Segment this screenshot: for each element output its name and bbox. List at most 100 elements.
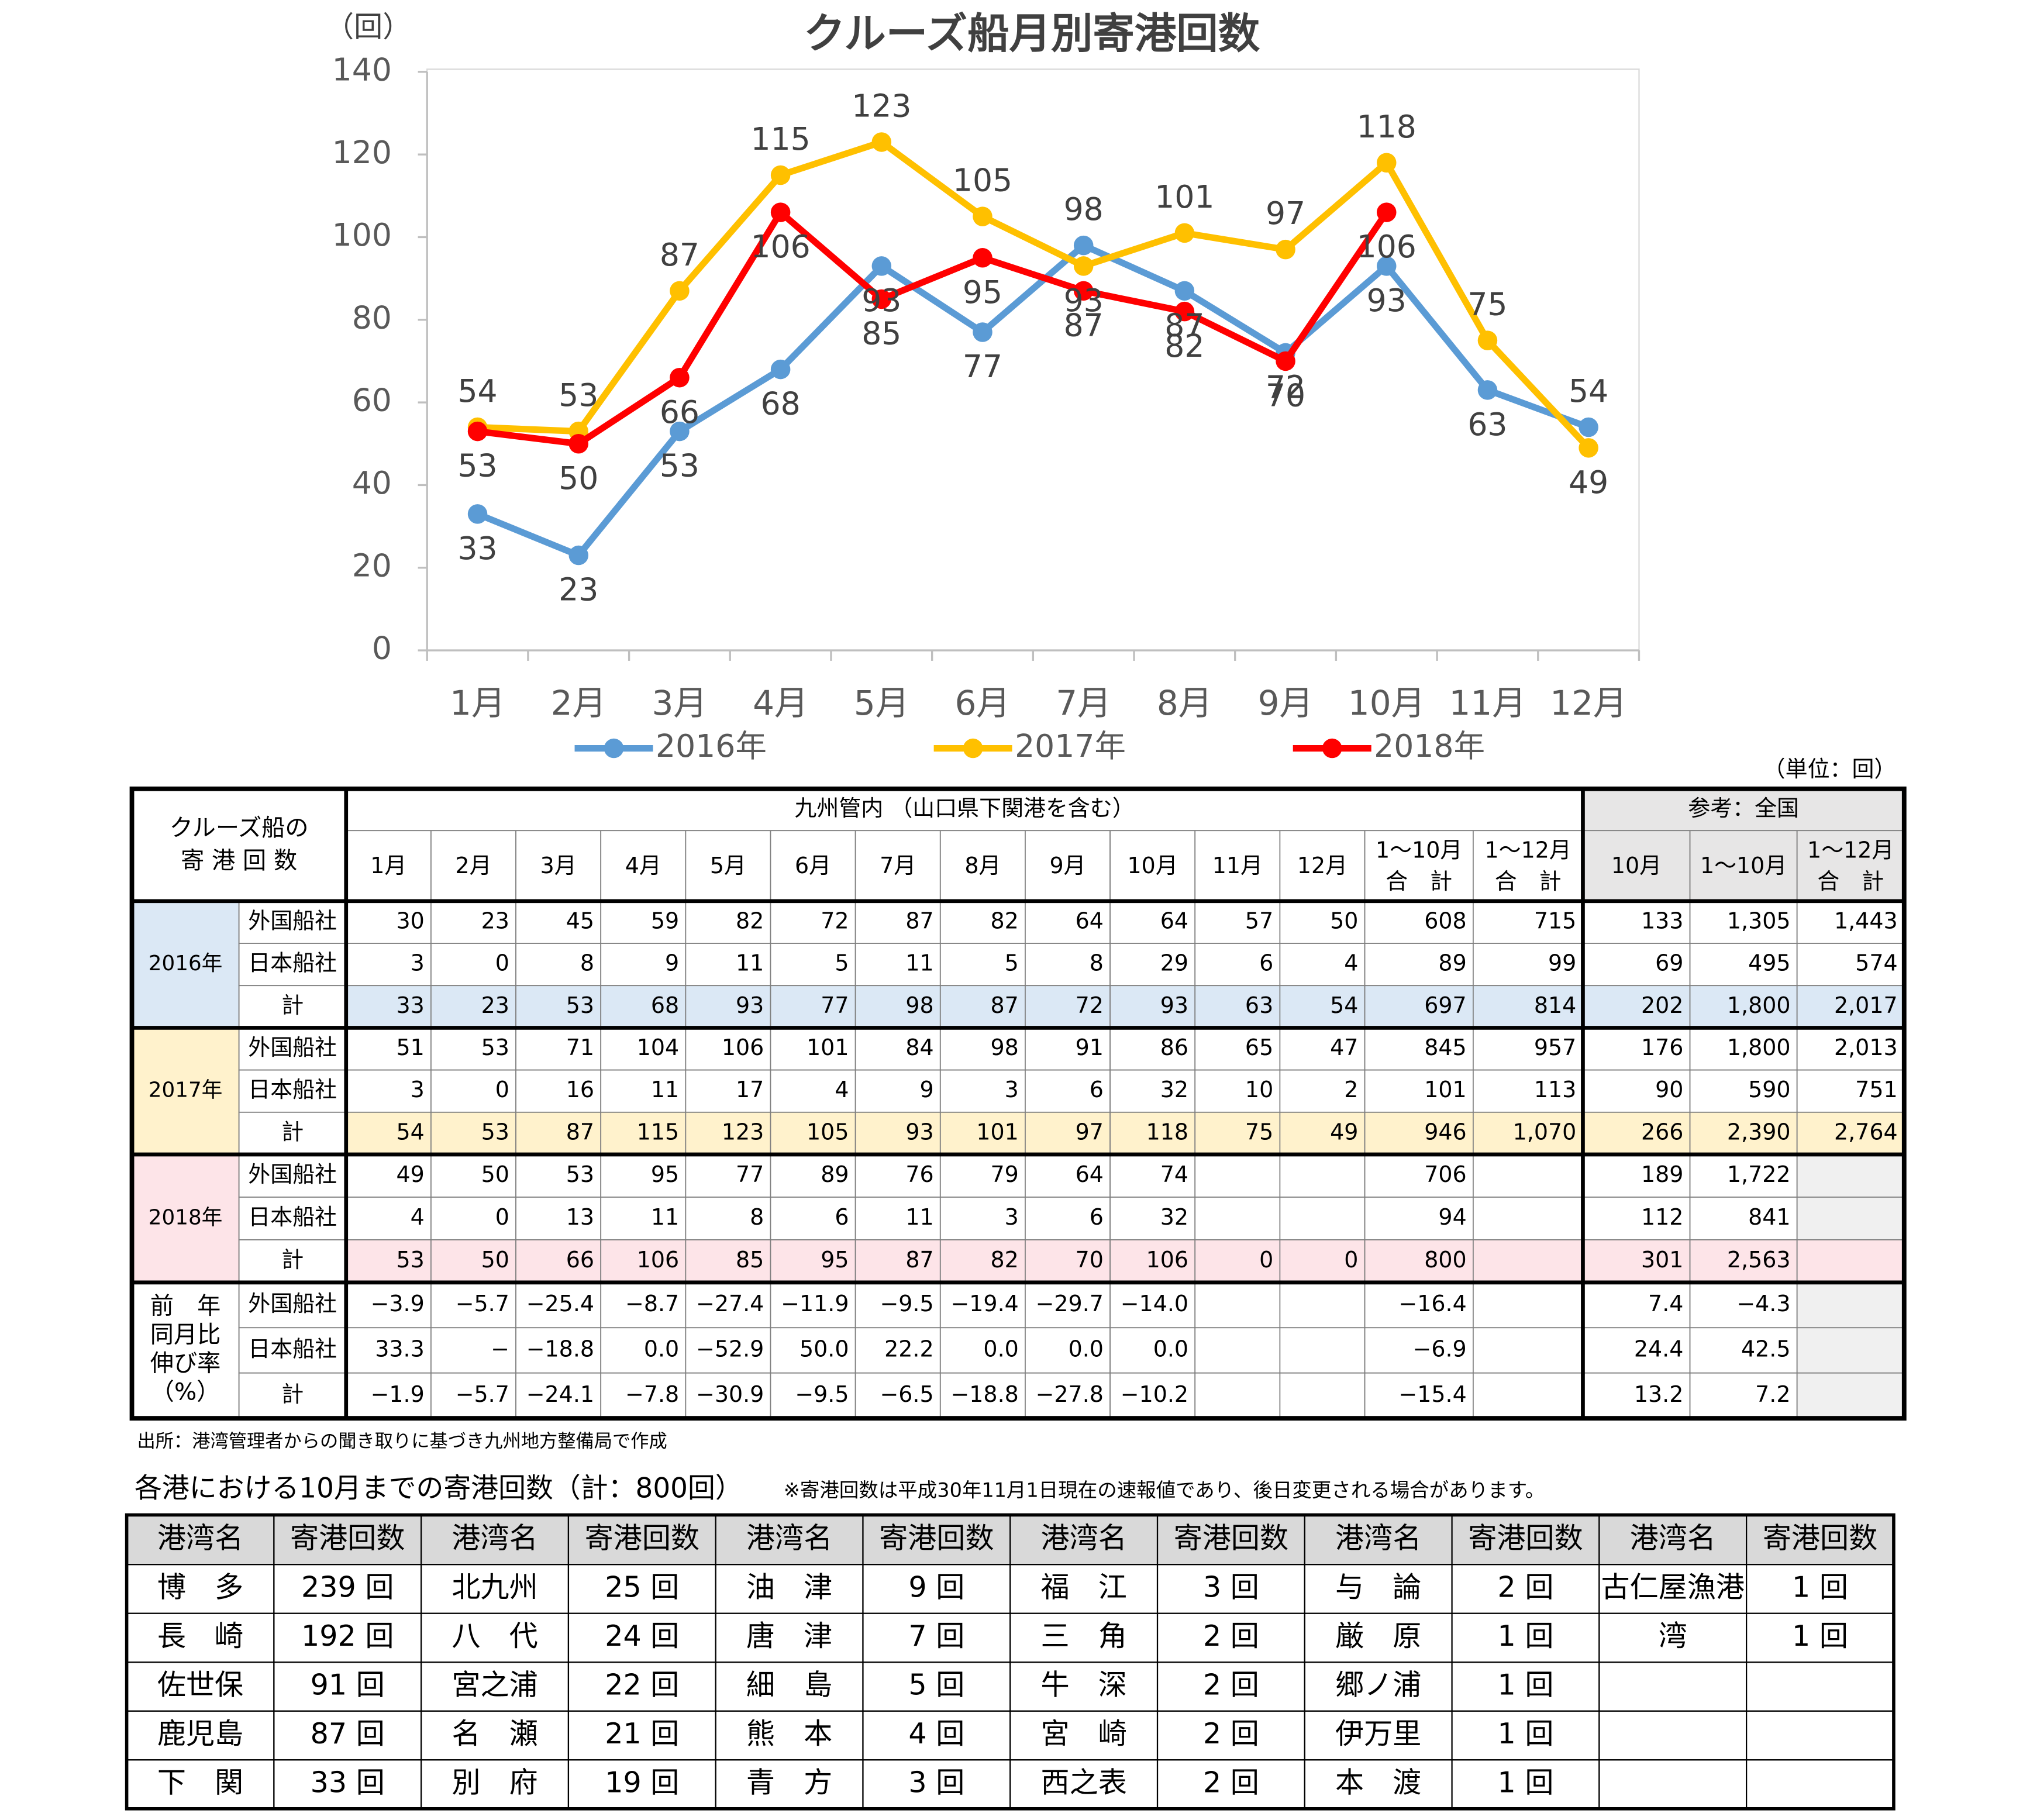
table-value: 2,013 — [1834, 1035, 1898, 1060]
table-cell — [939, 1154, 1026, 1198]
table-value: 53 — [481, 1119, 509, 1145]
table-value: 266 — [1641, 1119, 1683, 1145]
table-cell — [430, 1154, 516, 1198]
table-cell — [345, 1372, 432, 1419]
table-value: 89 — [1438, 950, 1466, 976]
port-count: 239 回 — [301, 1570, 394, 1604]
table-cell — [238, 1327, 347, 1374]
point — [1276, 351, 1295, 371]
table-value: 3 — [1005, 1204, 1019, 1230]
y-tick-label: 100 — [332, 216, 392, 253]
table-value: −9.5 — [795, 1381, 849, 1407]
point — [770, 202, 791, 222]
table-cell — [1279, 1069, 1366, 1113]
legend-label: 2018年 — [1374, 728, 1485, 764]
ports-header-cell — [862, 1514, 1011, 1566]
table-cell — [854, 1239, 941, 1283]
table-cell — [770, 830, 856, 902]
table-cell — [600, 1154, 687, 1198]
table-cell — [1689, 1069, 1798, 1113]
block-label: （%） — [151, 1379, 220, 1406]
ports-cell — [421, 1612, 570, 1663]
table-cell — [770, 1281, 856, 1329]
table-cell — [1364, 900, 1474, 944]
table-cell — [1109, 985, 1196, 1029]
unit-label: （単位：回） — [1763, 756, 1897, 782]
table-value: 8 — [1090, 950, 1104, 976]
table-cell — [1194, 1372, 1281, 1419]
point — [973, 322, 992, 342]
y-tick-label: 20 — [352, 547, 392, 584]
table-cell — [1109, 1027, 1196, 1071]
table-cell — [1194, 1281, 1281, 1329]
point — [770, 359, 791, 380]
column-header: 9月 — [1049, 853, 1085, 878]
ports-cell — [1304, 1612, 1453, 1663]
table-cell — [345, 788, 1584, 832]
series-line — [476, 242, 1590, 559]
table-cell — [939, 985, 1026, 1029]
table-value: 59 — [651, 908, 679, 933]
table-cell — [1582, 985, 1691, 1029]
port-count: 1 回 — [1498, 1766, 1554, 1800]
table-value: 0 — [495, 1204, 509, 1230]
data-label: 95 — [963, 274, 1002, 311]
port-name: 鹿児島 — [157, 1716, 243, 1750]
table-value: 2 — [1344, 1077, 1358, 1102]
table-value: 112 — [1641, 1204, 1683, 1230]
ports-header: 港湾名 — [157, 1521, 243, 1554]
table-cell — [770, 1327, 856, 1374]
port-name: 湾 — [1659, 1619, 1687, 1653]
table-cell — [430, 1069, 516, 1113]
point — [1579, 438, 1598, 458]
ports-cell — [862, 1759, 1011, 1809]
point — [1477, 380, 1498, 400]
ports-cell — [1598, 1564, 1748, 1614]
table-value: 2,764 — [1834, 1119, 1898, 1145]
table-cell — [1472, 1197, 1584, 1240]
ports-cell — [1304, 1710, 1453, 1761]
table-cell — [1796, 1281, 1905, 1329]
table-cell — [430, 830, 516, 902]
table-value: 87 — [905, 1247, 933, 1273]
table-value: 697 — [1424, 992, 1466, 1018]
column-header: 1月 — [370, 853, 406, 878]
ports-cell — [273, 1759, 422, 1809]
chart-title: クルーズ船月別寄港回数 — [804, 9, 1260, 58]
table-value: −27.4 — [696, 1291, 764, 1316]
table-cell — [1796, 1069, 1905, 1113]
table-cell — [1194, 1027, 1281, 1071]
table-cell — [1109, 1197, 1196, 1240]
ports-cell — [1746, 1662, 1895, 1712]
table-value: 84 — [905, 1035, 933, 1060]
column-header: 2月 — [455, 853, 491, 878]
table-cell — [1279, 1154, 1366, 1198]
table-value: 94 — [1438, 1204, 1466, 1230]
table-value: −6.5 — [880, 1381, 933, 1407]
table-value: 87 — [905, 908, 933, 933]
table-cell — [600, 900, 687, 944]
port-name: 三 角 — [1040, 1619, 1126, 1653]
data-label: 66 — [660, 394, 699, 430]
port-name: 博 多 — [157, 1570, 243, 1604]
table-cell — [1796, 985, 1905, 1029]
table-value: −15.4 — [1398, 1381, 1466, 1407]
ports-cell — [1009, 1759, 1159, 1809]
ports-cell — [1598, 1662, 1748, 1712]
table-cell — [685, 1239, 771, 1283]
point — [973, 206, 992, 226]
table-value: 590 — [1748, 1077, 1790, 1102]
table-value: 85 — [736, 1247, 764, 1273]
row-label: 日本船社 — [248, 1204, 337, 1230]
table-cell — [1279, 1197, 1366, 1240]
ports-header-cell — [126, 1514, 275, 1566]
port-count: 22 回 — [605, 1667, 679, 1701]
port-count: 2 回 — [1203, 1667, 1259, 1701]
x-tick-label: 1月 — [450, 683, 505, 723]
table-cell — [1194, 830, 1281, 902]
block-label: 前 年 — [150, 1292, 221, 1319]
port-name: 下 関 — [157, 1766, 243, 1800]
table-value: 53 — [481, 1035, 509, 1060]
point — [871, 256, 892, 276]
table-value: −19.4 — [950, 1291, 1018, 1316]
